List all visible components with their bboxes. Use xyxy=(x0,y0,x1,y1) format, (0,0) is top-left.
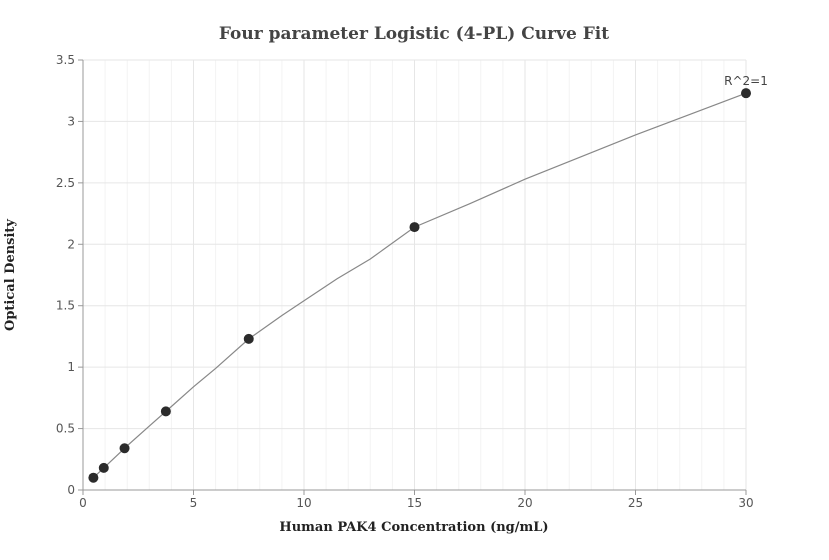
data-point xyxy=(741,88,751,99)
y-tick-label: 0 xyxy=(67,483,75,497)
x-tick-label: 5 xyxy=(190,496,198,510)
y-tick-label: 0.5 xyxy=(56,422,75,436)
y-tick-label: 2 xyxy=(67,237,75,251)
y-tick-label: 1.5 xyxy=(56,299,75,313)
data-point xyxy=(119,443,130,454)
x-tick-label: 10 xyxy=(296,496,311,510)
y-tick-label: 2.5 xyxy=(56,176,75,190)
data-points-layer xyxy=(88,88,751,483)
r-squared-annotation: R^2=1 xyxy=(724,74,768,88)
fit-curve-layer xyxy=(92,92,747,479)
data-point xyxy=(98,462,109,473)
grid xyxy=(83,59,747,490)
data-point xyxy=(243,333,254,344)
x-tick-label: 15 xyxy=(407,496,422,510)
axes: 0 5 10 15 20 25 30 0 0.5 1 1.5 2 2.5 3 3.5 xyxy=(56,53,754,510)
y-tick-label: 3.5 xyxy=(56,53,75,67)
y-axis-title: Optical Density xyxy=(3,219,18,331)
x-tick-label: 0 xyxy=(79,496,87,510)
data-point xyxy=(160,406,171,417)
y-tick-label: 1 xyxy=(67,360,75,374)
data-point xyxy=(409,222,420,233)
x-tick-label: 20 xyxy=(517,496,532,510)
data-point xyxy=(88,472,99,483)
chart-title: Four parameter Logistic (4-PL) Curve Fit xyxy=(219,24,609,44)
fit-curve-line xyxy=(92,92,747,479)
y-tick-label: 3 xyxy=(67,114,75,128)
x-tick-label: 30 xyxy=(738,496,753,510)
x-tick-label: 25 xyxy=(628,496,643,510)
x-axis-title: Human PAK4 Concentration (ng/mL) xyxy=(279,520,548,535)
